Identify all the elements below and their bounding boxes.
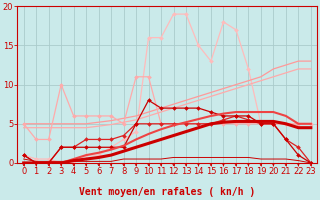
X-axis label: Vent moyen/en rafales ( kn/h ): Vent moyen/en rafales ( kn/h ) (79, 187, 255, 197)
